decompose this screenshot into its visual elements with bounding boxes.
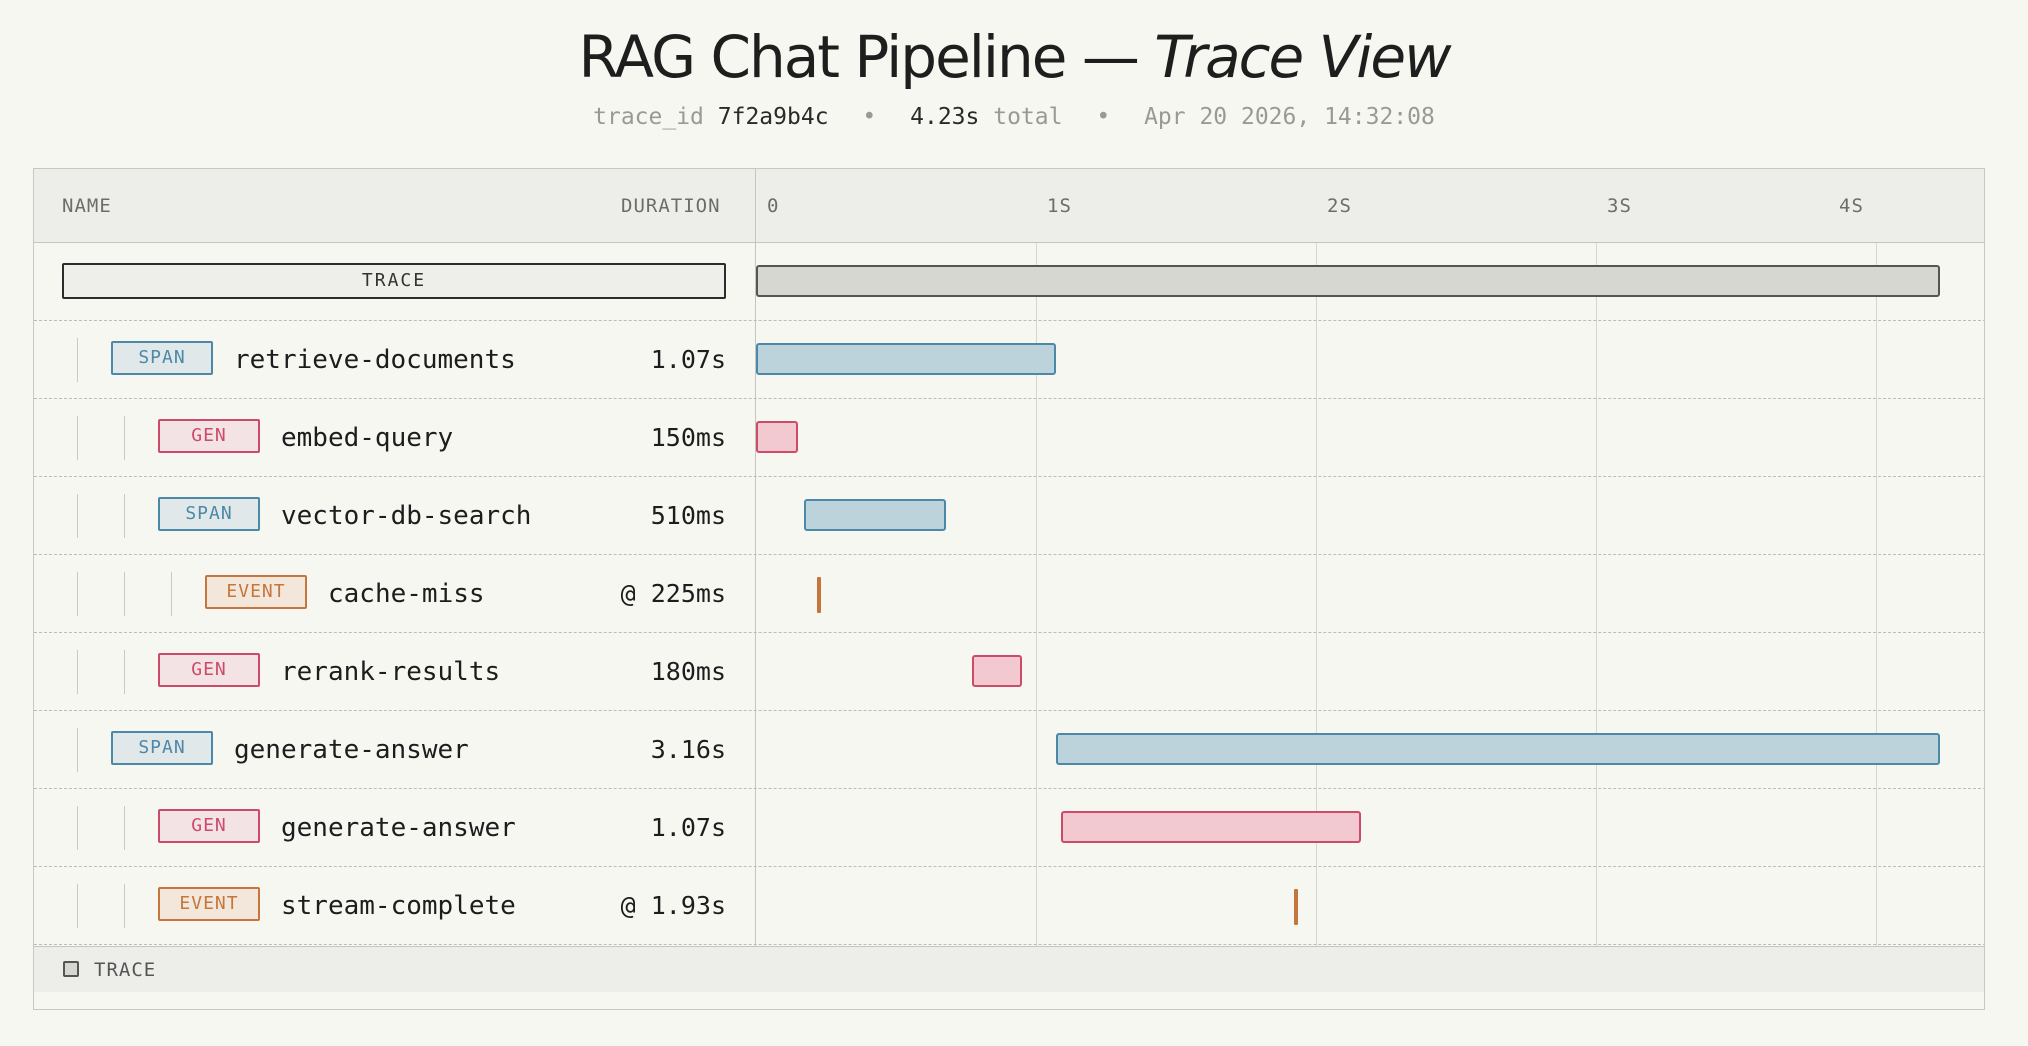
indent-guide — [171, 572, 172, 616]
gridline — [1036, 243, 1037, 946]
row-name: embed-query — [281, 423, 454, 453]
table-row[interactable]: SPAN vector-db-search 510ms — [34, 477, 1984, 555]
page-title-italic: Trace View — [1154, 23, 1451, 91]
legend-trace-swatch — [63, 961, 79, 977]
indent-guide — [77, 884, 78, 928]
trace-timestamp: Apr 20 2026, 14:32:08 — [1144, 104, 1435, 130]
trace-id-label: trace_id — [593, 104, 704, 130]
trace-meta: trace_id 7f2a9b4c • 4.23s total • Apr 20… — [0, 102, 2028, 132]
trace-id-value: 7f2a9b4c — [717, 104, 829, 130]
indent-guide — [77, 416, 78, 460]
tick-label: 2S — [1327, 195, 1352, 217]
indent-guide — [77, 494, 78, 538]
indent-guide — [77, 572, 78, 616]
span-badge: SPAN — [111, 731, 213, 765]
indent-guide — [124, 884, 125, 928]
table-row[interactable]: SPAN generate-answer 3.16s — [34, 711, 1984, 789]
row-duration: 3.16s — [650, 735, 726, 764]
row-name: stream-complete — [281, 891, 516, 921]
tick-label: 4S — [1839, 195, 1864, 217]
column-divider — [755, 169, 756, 946]
span-bar[interactable] — [803, 499, 947, 531]
tick-label: 0 — [767, 195, 780, 217]
span-bar[interactable] — [756, 343, 1056, 375]
gen-badge: GEN — [158, 419, 260, 453]
row-duration: @ 225ms — [620, 579, 726, 608]
indent-guide — [77, 728, 78, 772]
span-badge: SPAN — [158, 497, 260, 531]
event-marker[interactable] — [1294, 889, 1299, 925]
total-duration-label: total — [993, 104, 1063, 130]
table-row[interactable]: GEN generate-answer 1.07s — [34, 789, 1984, 867]
legend-trace-label: TRACE — [94, 959, 157, 981]
indent-guide — [77, 338, 78, 382]
column-header-name: NAME — [62, 195, 112, 217]
indent-guide — [124, 572, 125, 616]
trace-panel: NAME DURATION 0 1S 2S 3S 4S TRACE SPAN retrie… — [33, 168, 1985, 1010]
span-bar[interactable] — [1055, 733, 1941, 765]
legend: TRACE — [34, 946, 1984, 992]
indent-guide — [77, 806, 78, 850]
indent-guide — [124, 494, 125, 538]
row-name: cache-miss — [328, 579, 485, 609]
trace-badge: TRACE — [62, 263, 726, 299]
row-duration: @ 1.93s — [620, 891, 726, 920]
span-badge: SPAN — [111, 341, 213, 375]
gridline — [1876, 243, 1877, 946]
row-duration: 1.07s — [650, 345, 726, 374]
gen-badge: GEN — [158, 809, 260, 843]
gen-badge: GEN — [158, 653, 260, 687]
trace-bar[interactable] — [756, 265, 1941, 297]
total-duration-value: 4.23s — [910, 104, 980, 130]
trace-row[interactable]: TRACE — [34, 243, 1984, 321]
separator-dot: • — [862, 104, 877, 130]
event-badge: EVENT — [205, 575, 307, 609]
tick-label: 3S — [1607, 195, 1632, 217]
gen-bar[interactable] — [756, 421, 798, 453]
event-marker[interactable] — [817, 577, 821, 613]
indent-guide — [124, 650, 125, 694]
indent-guide — [77, 650, 78, 694]
row-duration: 150ms — [650, 423, 726, 452]
row-name: retrieve-documents — [234, 345, 516, 375]
gen-bar[interactable] — [971, 655, 1022, 687]
gen-bar[interactable] — [1061, 811, 1361, 843]
table-header: NAME DURATION 0 1S 2S 3S 4S — [34, 169, 1984, 243]
gridline — [1596, 243, 1597, 946]
row-name: generate-answer — [234, 735, 469, 765]
row-duration: 510ms — [650, 501, 726, 530]
gridline — [1316, 243, 1317, 946]
table-row[interactable]: SPAN retrieve-documents 1.07s — [34, 321, 1984, 399]
indent-guide — [124, 806, 125, 850]
page-title-main: RAG Chat Pipeline — — [578, 23, 1139, 91]
event-badge: EVENT — [158, 887, 260, 921]
column-header-duration: DURATION — [621, 195, 721, 217]
table-row[interactable]: EVENT stream-complete @ 1.93s — [34, 867, 1984, 945]
indent-guide — [124, 416, 125, 460]
row-duration: 1.07s — [650, 813, 726, 842]
tick-label: 1S — [1047, 195, 1072, 217]
page-title: RAG Chat Pipeline — Trace View — [0, 22, 2028, 92]
row-name: generate-answer — [281, 813, 516, 843]
row-name: rerank-results — [281, 657, 501, 687]
separator-dot: • — [1096, 104, 1111, 130]
table-row[interactable]: GEN rerank-results 180ms — [34, 633, 1984, 711]
table-row[interactable]: EVENT cache-miss @ 225ms — [34, 555, 1984, 633]
row-name: vector-db-search — [281, 501, 532, 531]
row-duration: 180ms — [650, 657, 726, 686]
table-row[interactable]: GEN embed-query 150ms — [34, 399, 1984, 477]
